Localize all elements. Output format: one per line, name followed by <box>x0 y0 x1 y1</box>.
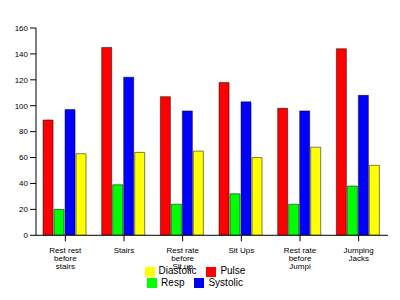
svg-text:20: 20 <box>19 205 28 214</box>
svg-text:Rest ratebeforeJumpi: Rest ratebeforeJumpi <box>284 246 317 271</box>
svg-text:Stairs: Stairs <box>114 246 134 255</box>
svg-text:Rest ratebeforeSit up: Rest ratebeforeSit up <box>166 246 199 271</box>
svg-text:Rest restbeforestairs: Rest restbeforestairs <box>49 246 82 271</box>
svg-text:100: 100 <box>15 102 29 111</box>
svg-text:Sit Ups: Sit Ups <box>228 246 254 255</box>
svg-text:JumpingJacks: JumpingJacks <box>344 246 374 263</box>
svg-text:140: 140 <box>15 50 29 59</box>
svg-text:160: 160 <box>15 24 29 33</box>
svg-text:80: 80 <box>19 127 28 136</box>
svg-text:60: 60 <box>19 153 28 162</box>
svg-text:120: 120 <box>15 76 29 85</box>
svg-text:0: 0 <box>24 231 29 240</box>
svg-text:40: 40 <box>19 179 28 188</box>
